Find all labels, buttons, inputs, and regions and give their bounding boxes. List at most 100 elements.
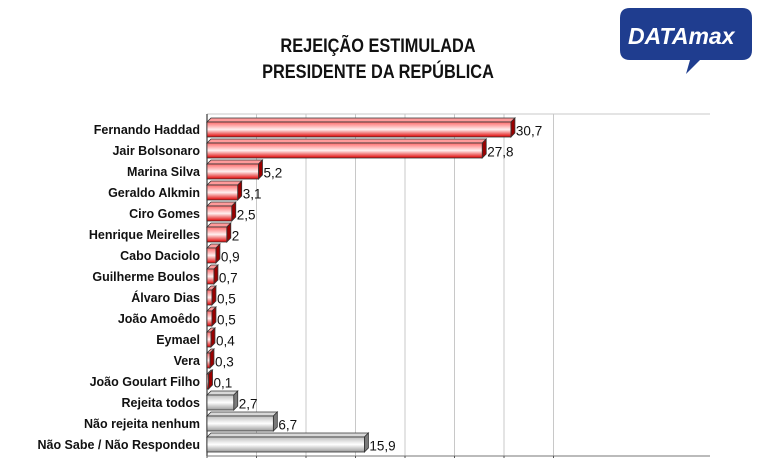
value-label: 6,7 (278, 418, 297, 433)
bar-side-face (226, 222, 232, 243)
value-label: 0,5 (217, 292, 236, 307)
category-labels: Fernando Haddad Jair Bolsonaro Marina Silv… (37, 123, 201, 452)
bar-front-face (206, 331, 212, 348)
bar-front-face (206, 268, 215, 285)
bar-side-face (237, 180, 243, 201)
bar-0 (206, 117, 516, 138)
chart-title-line1: REJEIÇÃO ESTIMULADA (280, 36, 476, 57)
bar-15 (206, 432, 370, 453)
bar-14 (206, 411, 279, 432)
bar-side-face (210, 327, 216, 348)
value-label: 3,1 (243, 187, 262, 202)
bar-front-face (206, 289, 213, 306)
bar-5 (206, 222, 232, 243)
category-label: Rejeita todos (122, 396, 201, 410)
bar-side-face (211, 306, 217, 327)
bar-top-face (206, 411, 279, 417)
bar-side-face (258, 159, 263, 180)
bar-top-face (206, 432, 370, 438)
bar-front-face (206, 142, 483, 159)
value-label: 0,3 (215, 355, 234, 370)
bar-10 (206, 327, 216, 348)
category-label: Henrique Meirelles (89, 228, 200, 242)
svg-text:DATAmax: DATAmax (628, 23, 736, 49)
bar-front-face (206, 394, 235, 411)
bar-front-face (206, 226, 228, 243)
bar-13 (206, 390, 239, 411)
bar-9 (206, 306, 217, 327)
value-label: 15,9 (369, 439, 395, 454)
logo-text-italic: max (688, 23, 735, 49)
value-label: 0,7 (219, 271, 238, 286)
value-label: 27,8 (487, 145, 513, 160)
category-label: Eymael (156, 333, 200, 347)
value-label: 0,5 (217, 313, 236, 328)
category-label: Marina Silva (127, 165, 201, 179)
category-label: Não rejeita nenhum (84, 417, 200, 431)
bar-1 (206, 138, 488, 159)
datamax-logo: DATAmax (620, 8, 752, 74)
bar-front-face (206, 310, 213, 327)
bar-front-face (206, 415, 274, 432)
bar-2 (206, 159, 264, 180)
bar-7 (206, 264, 219, 285)
category-label: Jair Bolsonaro (112, 144, 200, 158)
category-label: Geraldo Alkmin (108, 186, 200, 200)
bar-3 (206, 180, 243, 201)
bar-front-face (206, 121, 512, 138)
value-label: 5,2 (263, 166, 282, 181)
bar-side-face (233, 390, 239, 411)
bar-side-face (231, 201, 237, 222)
category-label: Guilherme Boulos (92, 270, 200, 284)
bars (206, 117, 516, 453)
bar-top-face (206, 201, 237, 207)
bar-side-face (215, 243, 221, 264)
bar-front-face (206, 352, 211, 369)
value-labels: 30,727,8 5,23,1 2,5 2 0,9 0,7 0,5 0,5 0,4 0,3 0,1 2… (214, 124, 543, 454)
category-label: João Amoêdo (118, 312, 201, 326)
bar-front-face (206, 163, 259, 180)
category-label: Ciro Gomes (129, 207, 200, 221)
bar-side-face (213, 264, 219, 285)
value-label: 2 (232, 229, 240, 244)
chart-title-line2: PRESIDENTE DA REPÚBLICA (262, 62, 494, 83)
chart-title: REJEIÇÃO ESTIMULADA PRESIDENTE DA REPÚBL… (216, 34, 539, 86)
value-label: 0,1 (214, 376, 233, 391)
bar-side-face (510, 117, 516, 138)
bar-4 (206, 201, 237, 222)
bar-top-face (206, 390, 239, 396)
bar-front-face (206, 436, 365, 453)
bar-side-face (211, 285, 217, 306)
bar-12 (206, 369, 214, 390)
bar-side-face (209, 348, 215, 369)
bar-top-face (206, 138, 488, 144)
value-label: 0,4 (216, 334, 235, 349)
bar-side-face (481, 138, 487, 159)
bar-front-face (206, 247, 217, 264)
bar-11 (206, 348, 215, 369)
bar-top-face (206, 159, 264, 165)
bar-8 (206, 285, 217, 306)
bar-top-face (206, 117, 516, 123)
value-label: 0,9 (221, 250, 240, 265)
category-label: Vera (174, 354, 201, 368)
bar-side-face (272, 411, 278, 432)
value-label: 30,7 (516, 124, 542, 139)
category-label: Cabo Daciolo (120, 249, 200, 263)
bar-top-face (206, 180, 243, 186)
bar-front-face (206, 184, 239, 201)
category-label: Não Sabe / Não Respondeu (37, 438, 200, 452)
bar-6 (206, 243, 221, 264)
logo-text-bold: DATA (628, 23, 688, 49)
bar-front-face (206, 373, 209, 390)
category-label: Álvaro Dias (131, 290, 200, 305)
value-label: 2,7 (239, 397, 258, 412)
value-label: 2,5 (237, 208, 256, 223)
bar-side-face (364, 432, 369, 453)
category-label: Fernando Haddad (94, 123, 200, 137)
category-label: João Goulart Filho (90, 375, 201, 389)
bar-side-face (208, 369, 213, 390)
bar-front-face (206, 205, 233, 222)
grid-lines (206, 113, 710, 458)
